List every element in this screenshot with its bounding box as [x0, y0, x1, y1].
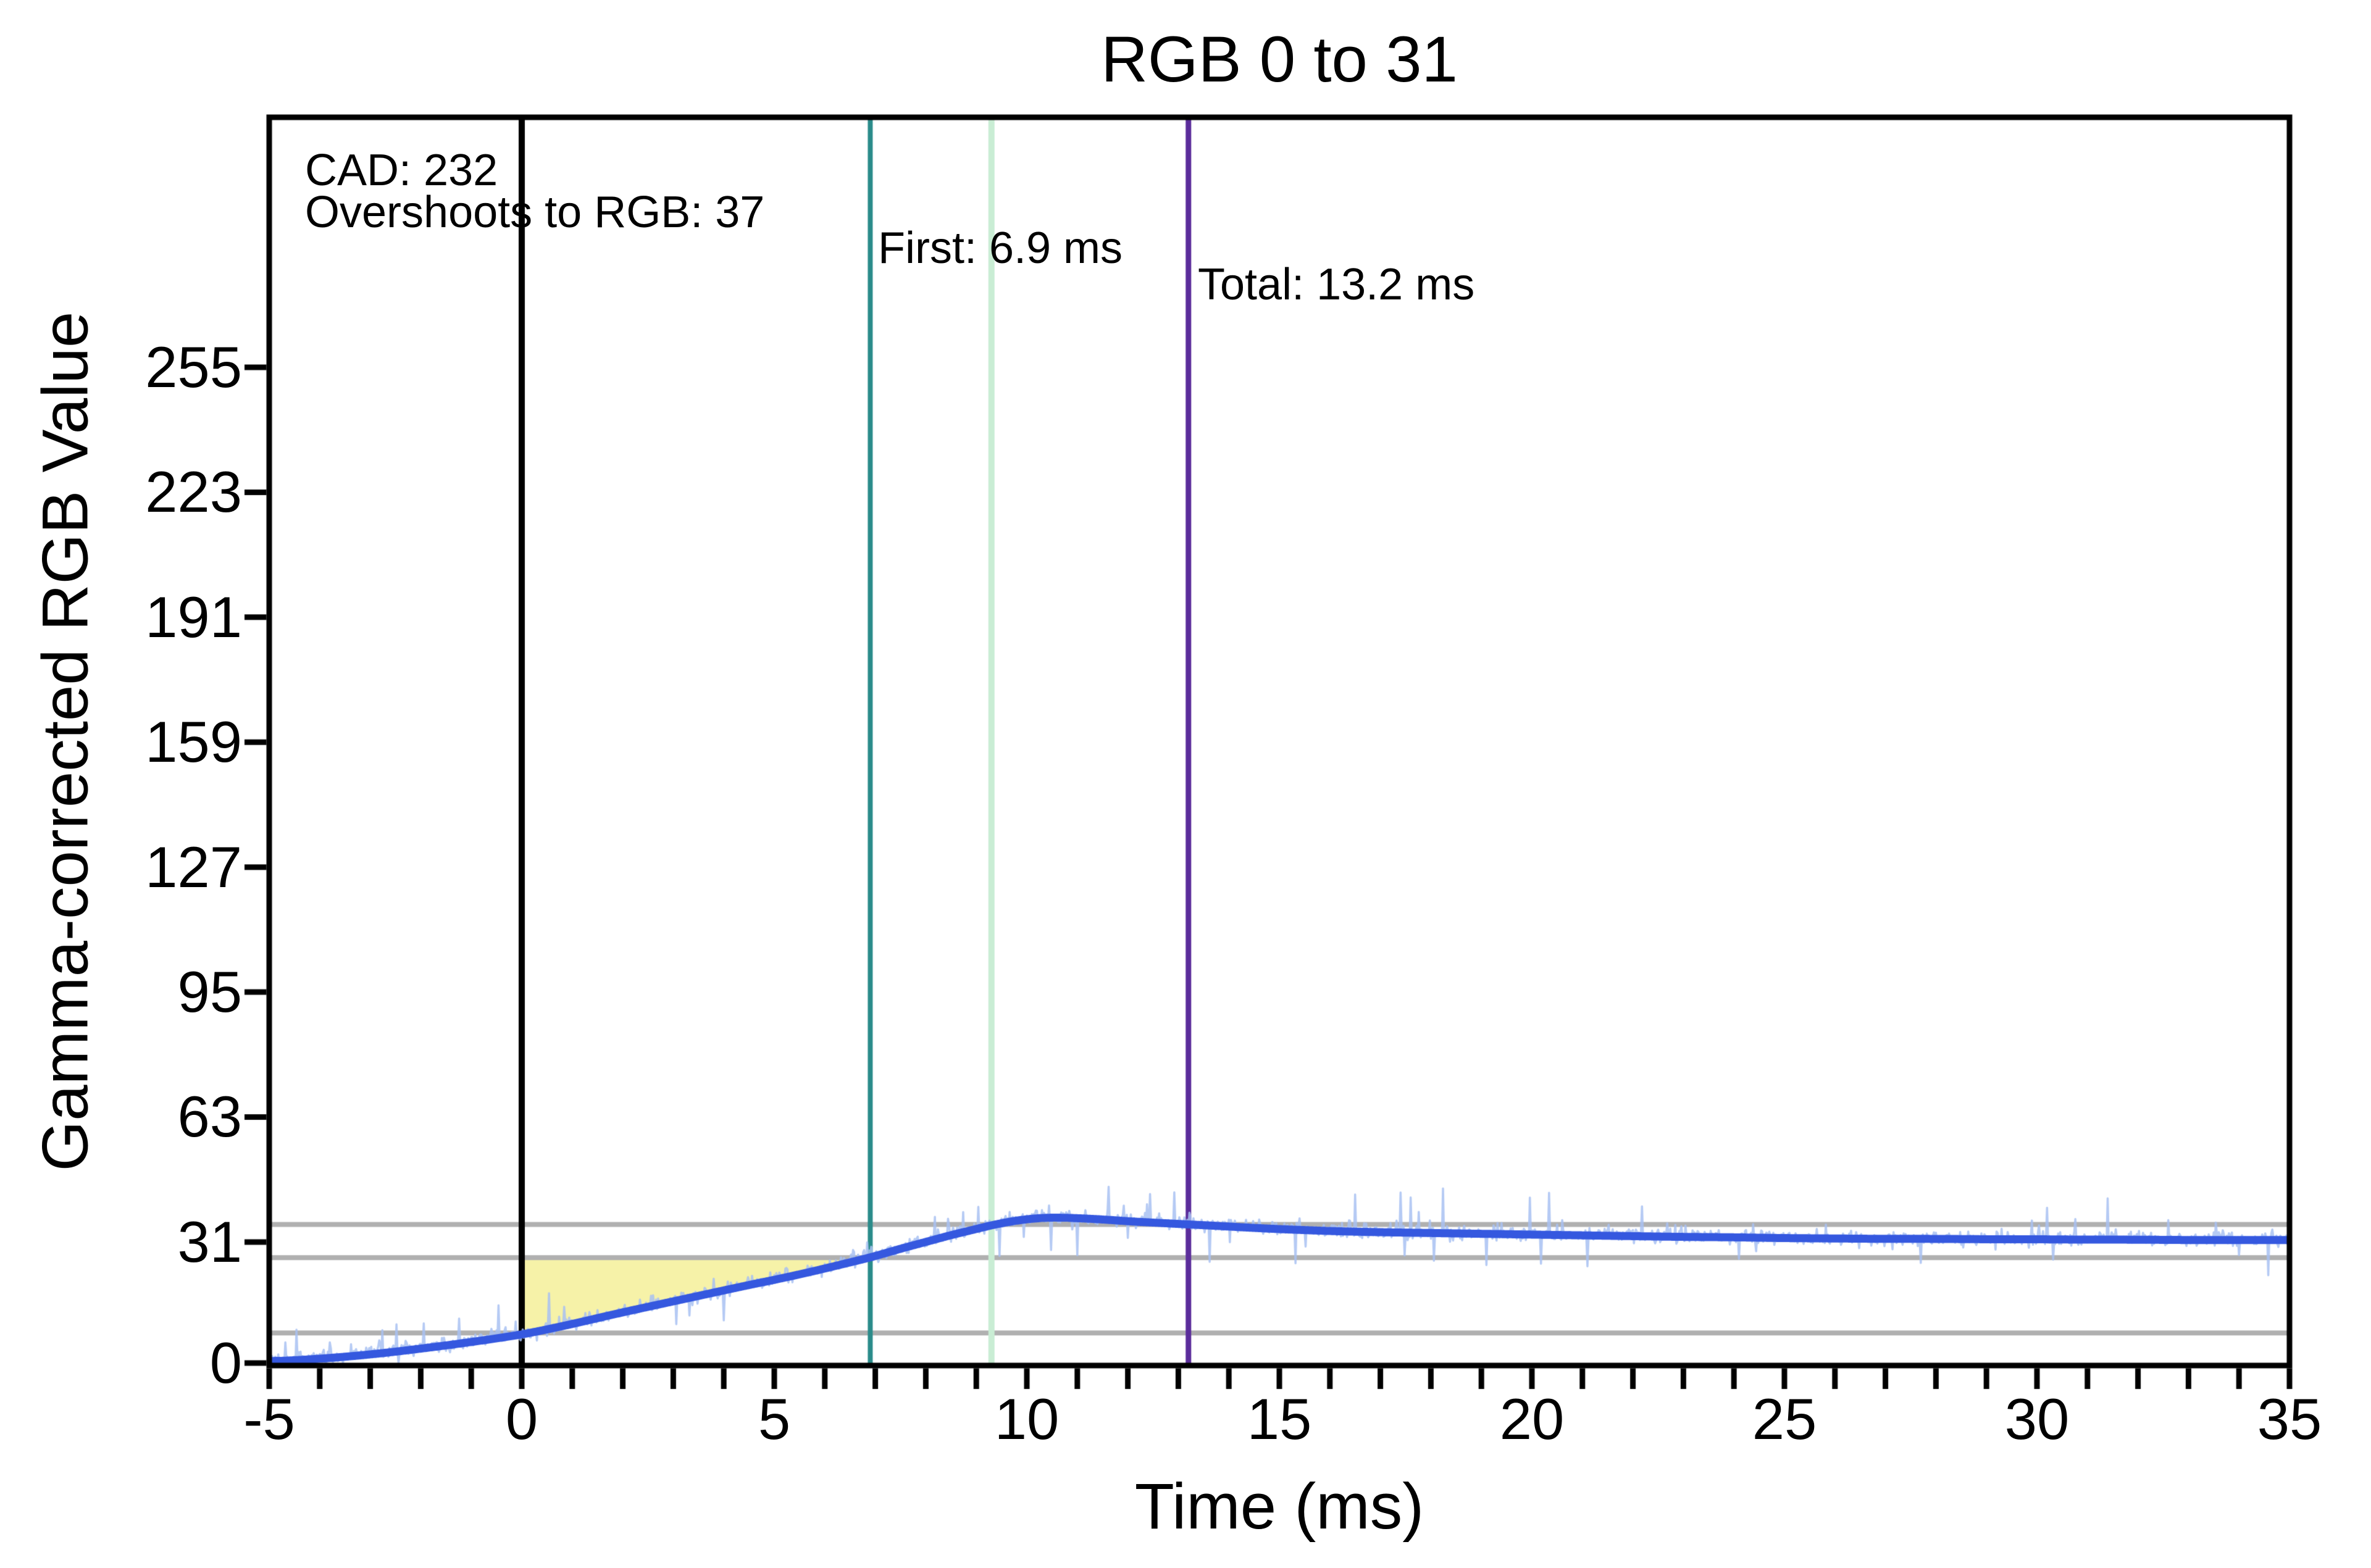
x-tick-label: 10 — [994, 1387, 1060, 1451]
y-tick-label: 223 — [145, 459, 242, 525]
y-axis-label: Gamma-corrected RGB Value — [29, 311, 102, 1172]
annotation-cad: CAD: 232 — [305, 146, 498, 195]
x-tick-label: 15 — [1247, 1387, 1312, 1451]
y-tick-label: 127 — [145, 834, 242, 899]
x-tick-label: 0 — [505, 1387, 538, 1451]
x-tick-label: 5 — [758, 1387, 791, 1451]
y-tick-label: 63 — [177, 1084, 242, 1149]
x-axis-label: Time (ms) — [1134, 1470, 1424, 1543]
annotation-total-response: Total: 13.2 ms — [1198, 260, 1475, 309]
annotation-first-response: First: 6.9 ms — [878, 223, 1123, 273]
y-tick-label: 191 — [145, 584, 242, 649]
y-tick-label: 159 — [145, 709, 242, 775]
y-tick-label: 31 — [177, 1209, 242, 1274]
y-tick-label: 255 — [145, 335, 242, 399]
x-tick-label: -5 — [243, 1387, 295, 1451]
x-tick-label: 20 — [1499, 1387, 1565, 1451]
y-tick-label: 0 — [209, 1330, 242, 1395]
annotation-overshoot: Overshoots to RGB: 37 — [305, 188, 765, 237]
x-tick-label: 25 — [1752, 1387, 1817, 1451]
chart-title: RGB 0 to 31 — [1101, 23, 1458, 96]
x-tick-label: 30 — [2004, 1387, 2070, 1451]
y-tick-label: 95 — [177, 959, 242, 1025]
x-tick-label: 35 — [2257, 1387, 2322, 1451]
